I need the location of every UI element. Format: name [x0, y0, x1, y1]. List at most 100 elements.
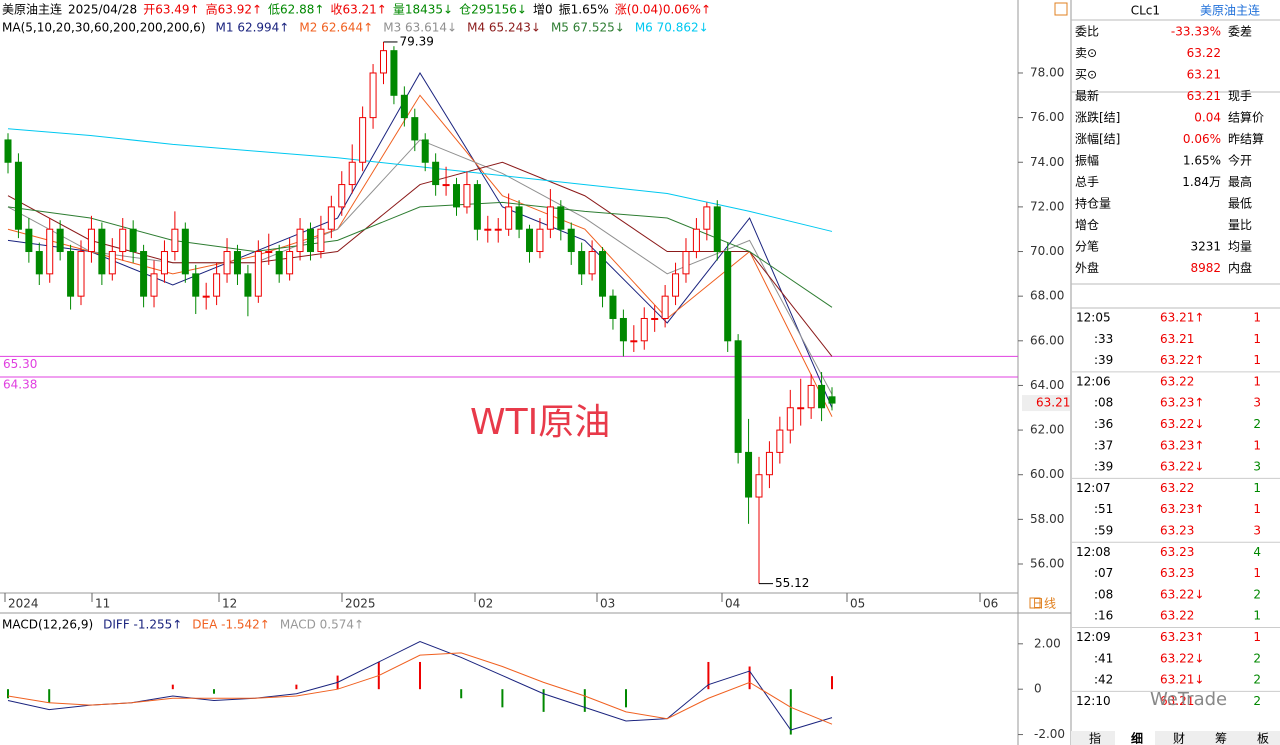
- header-item: 量18435↓: [393, 3, 453, 17]
- tick-time: :36: [1094, 417, 1113, 431]
- candle-body: [119, 228, 127, 253]
- x-tick-label: 04: [725, 597, 740, 611]
- quote-label2: 内盘: [1228, 260, 1252, 275]
- candle-body: [609, 295, 617, 319]
- watermark: WTI原油: [470, 402, 610, 443]
- header-item: 收63.21↑: [330, 3, 386, 17]
- candle-body: [494, 228, 502, 231]
- y-tick-label: 58.00: [1030, 512, 1064, 526]
- candle-body: [619, 317, 627, 342]
- candle-body: [192, 273, 200, 297]
- icon[interactable]: [1029, 597, 1041, 609]
- macd-legend: DIFF -1.255↑: [103, 618, 182, 632]
- tick-vol: 1: [1253, 502, 1261, 516]
- quote-value: 63.22: [1187, 46, 1221, 60]
- y-tick-label: 56.00: [1030, 556, 1064, 570]
- tick-vol: 1: [1253, 438, 1261, 452]
- candle-body: [672, 273, 680, 297]
- tick-vol: 4: [1253, 545, 1261, 559]
- quote-code: CLc1: [1131, 4, 1160, 18]
- candle-body: [567, 228, 575, 253]
- header-item: 低62.88↑: [268, 3, 324, 17]
- candle-body: [453, 184, 461, 208]
- tick-time: :59: [1094, 524, 1113, 538]
- candle-body: [765, 451, 773, 476]
- quote-name: 美原油主连: [1200, 3, 1260, 18]
- macd-line: [7, 652, 833, 725]
- candle-body: [244, 273, 252, 297]
- candle-body: [505, 206, 513, 230]
- x-tick-label: 12: [222, 597, 237, 611]
- candle-body: [828, 396, 836, 404]
- quote-value: 1.65%: [1183, 154, 1221, 168]
- candle-body: [515, 206, 523, 230]
- tick-time: :37: [1094, 438, 1113, 452]
- quote-label: 买⊙: [1075, 68, 1097, 82]
- candle-body: [369, 72, 377, 119]
- tick-time: :51: [1094, 502, 1113, 516]
- ma-legend: M3 63.614↓: [383, 21, 457, 35]
- candle-body: [202, 295, 210, 298]
- candle-body: [77, 251, 85, 297]
- candle-body: [338, 184, 346, 208]
- candle-body: [400, 94, 408, 119]
- tick-price: 63.23: [1160, 566, 1194, 580]
- ma-legend: M5 67.525↓: [551, 21, 625, 35]
- tick-price: 63.21: [1160, 694, 1194, 708]
- tick-price: 63.23: [1160, 524, 1194, 538]
- ma-title: MA(5,10,20,30,60,200,200,200,6): [2, 21, 206, 35]
- brand: WeTrade: [1150, 689, 1227, 710]
- tab[interactable]: 财: [1173, 732, 1185, 745]
- quote-label: 分笔: [1075, 239, 1099, 254]
- candle-body: [640, 317, 648, 342]
- candle-body: [546, 206, 554, 230]
- candle-body: [578, 251, 586, 275]
- tick-time: 12:06: [1076, 374, 1111, 388]
- tab[interactable]: 筹: [1215, 732, 1227, 745]
- candle-body: [171, 228, 179, 253]
- candle-body: [818, 384, 826, 409]
- candle-body: [807, 384, 815, 409]
- tick-vol: 1: [1253, 374, 1261, 388]
- tab[interactable]: 细: [1131, 731, 1143, 745]
- icon[interactable]: [1054, 2, 1068, 16]
- candle-body: [724, 251, 732, 342]
- tick-vol: 3: [1253, 460, 1261, 474]
- header-item: 2025/04/28: [68, 3, 137, 17]
- header-item: 美原油主连: [2, 2, 62, 17]
- candle-body: [306, 228, 314, 253]
- ma-legend: M2 62.644↑: [299, 21, 373, 35]
- candle-body: [286, 251, 294, 275]
- quote-value: 3231: [1190, 240, 1221, 254]
- tick-vol: 3: [1253, 524, 1261, 538]
- candle-body: [275, 251, 283, 275]
- tick-price: 63.23↑: [1160, 438, 1204, 452]
- tick-time: :39: [1094, 460, 1113, 474]
- candle-body: [254, 251, 262, 297]
- candle-body: [776, 429, 784, 453]
- y-tick-label: 74.00: [1030, 155, 1064, 169]
- header-item: 高63.92↑: [206, 2, 262, 17]
- candle-body: [421, 139, 429, 163]
- y-tick-label: 76.00: [1030, 110, 1064, 124]
- macd-tick-label: -2.00: [1034, 727, 1065, 741]
- header-item: 开63.49↑: [143, 3, 199, 17]
- candle-body: [233, 251, 241, 275]
- candle-body: [536, 228, 544, 253]
- tick-vol: 1: [1253, 609, 1261, 623]
- period[interactable]: 日线: [1032, 597, 1056, 611]
- candle-body: [181, 228, 189, 275]
- macd-tick-label: 0: [1034, 682, 1042, 696]
- tab[interactable]: 指: [1089, 731, 1101, 745]
- candle-body: [265, 251, 273, 254]
- tick-price: 63.22: [1160, 609, 1194, 623]
- candle-body: [463, 184, 471, 208]
- tab[interactable]: 板: [1257, 732, 1269, 745]
- tick-price: 63.22↓: [1160, 587, 1204, 601]
- candle-body: [734, 340, 742, 453]
- candle-body: [98, 228, 106, 275]
- quote-label2: 现手: [1228, 89, 1252, 103]
- quote-value: 0.04: [1194, 111, 1221, 125]
- tick-time: :08: [1094, 396, 1113, 410]
